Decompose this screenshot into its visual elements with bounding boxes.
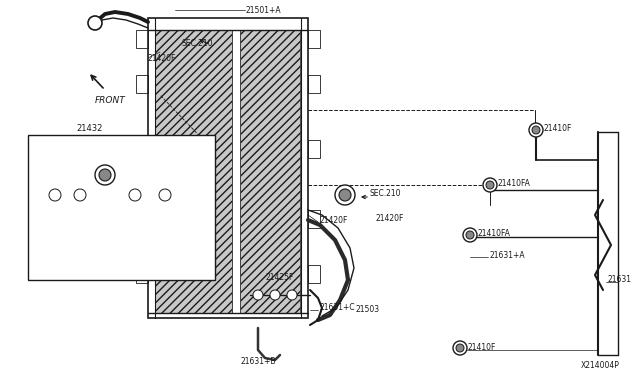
Circle shape: [463, 228, 477, 242]
Bar: [308, 140, 320, 158]
Circle shape: [453, 341, 467, 355]
Bar: [155, 30, 232, 313]
Circle shape: [532, 126, 540, 134]
Circle shape: [529, 123, 543, 137]
Text: 21410F: 21410F: [468, 343, 497, 353]
Text: 21420G: 21420G: [33, 145, 61, 151]
Circle shape: [74, 189, 86, 201]
Bar: [28, 135, 215, 280]
Text: 21503: 21503: [355, 305, 379, 314]
Circle shape: [253, 290, 263, 300]
Bar: [136, 265, 148, 283]
Circle shape: [456, 344, 464, 352]
Circle shape: [287, 290, 297, 300]
Circle shape: [486, 181, 494, 189]
Text: 21501+A: 21501+A: [246, 6, 282, 15]
Bar: [308, 265, 320, 283]
Circle shape: [129, 189, 141, 201]
Bar: [308, 210, 320, 228]
Circle shape: [99, 169, 111, 181]
Text: 21410FA: 21410FA: [478, 228, 511, 237]
Text: 21501: 21501: [33, 169, 55, 175]
Circle shape: [483, 178, 497, 192]
Text: 21410FB: 21410FB: [33, 225, 64, 231]
Text: 21432: 21432: [77, 124, 103, 132]
Text: 21631+B: 21631+B: [240, 357, 276, 366]
Text: 21631+A: 21631+A: [490, 250, 525, 260]
Bar: [232, 30, 240, 313]
Text: 21410AA: 21410AA: [33, 245, 65, 251]
Text: 21410F: 21410F: [543, 124, 572, 132]
Text: 21631+C: 21631+C: [320, 304, 356, 312]
Circle shape: [335, 185, 355, 205]
Bar: [308, 30, 320, 48]
Circle shape: [159, 189, 171, 201]
Circle shape: [270, 290, 280, 300]
Bar: [308, 75, 320, 93]
Circle shape: [466, 231, 474, 239]
Text: X214004P: X214004P: [581, 360, 620, 369]
Text: 21420F: 21420F: [375, 214, 403, 222]
Bar: [148, 18, 308, 318]
Text: 21420FA: 21420FA: [155, 195, 185, 201]
Text: SEC.210: SEC.210: [370, 189, 401, 198]
Circle shape: [49, 189, 61, 201]
Text: 21425F: 21425F: [265, 273, 293, 282]
Circle shape: [95, 165, 115, 185]
Bar: [136, 210, 148, 228]
Bar: [136, 140, 148, 158]
Bar: [240, 30, 300, 313]
Circle shape: [88, 16, 102, 30]
Circle shape: [339, 189, 351, 201]
Text: 21420FA: 21420FA: [155, 224, 188, 232]
Bar: [136, 75, 148, 93]
Text: 21631: 21631: [608, 276, 632, 285]
Text: 21420F: 21420F: [148, 54, 177, 62]
Text: SEC.210: SEC.210: [182, 38, 214, 48]
Text: FRONT: FRONT: [95, 96, 125, 105]
Text: 21410FA: 21410FA: [498, 179, 531, 187]
Bar: [136, 30, 148, 48]
Text: 21420F: 21420F: [320, 215, 348, 224]
